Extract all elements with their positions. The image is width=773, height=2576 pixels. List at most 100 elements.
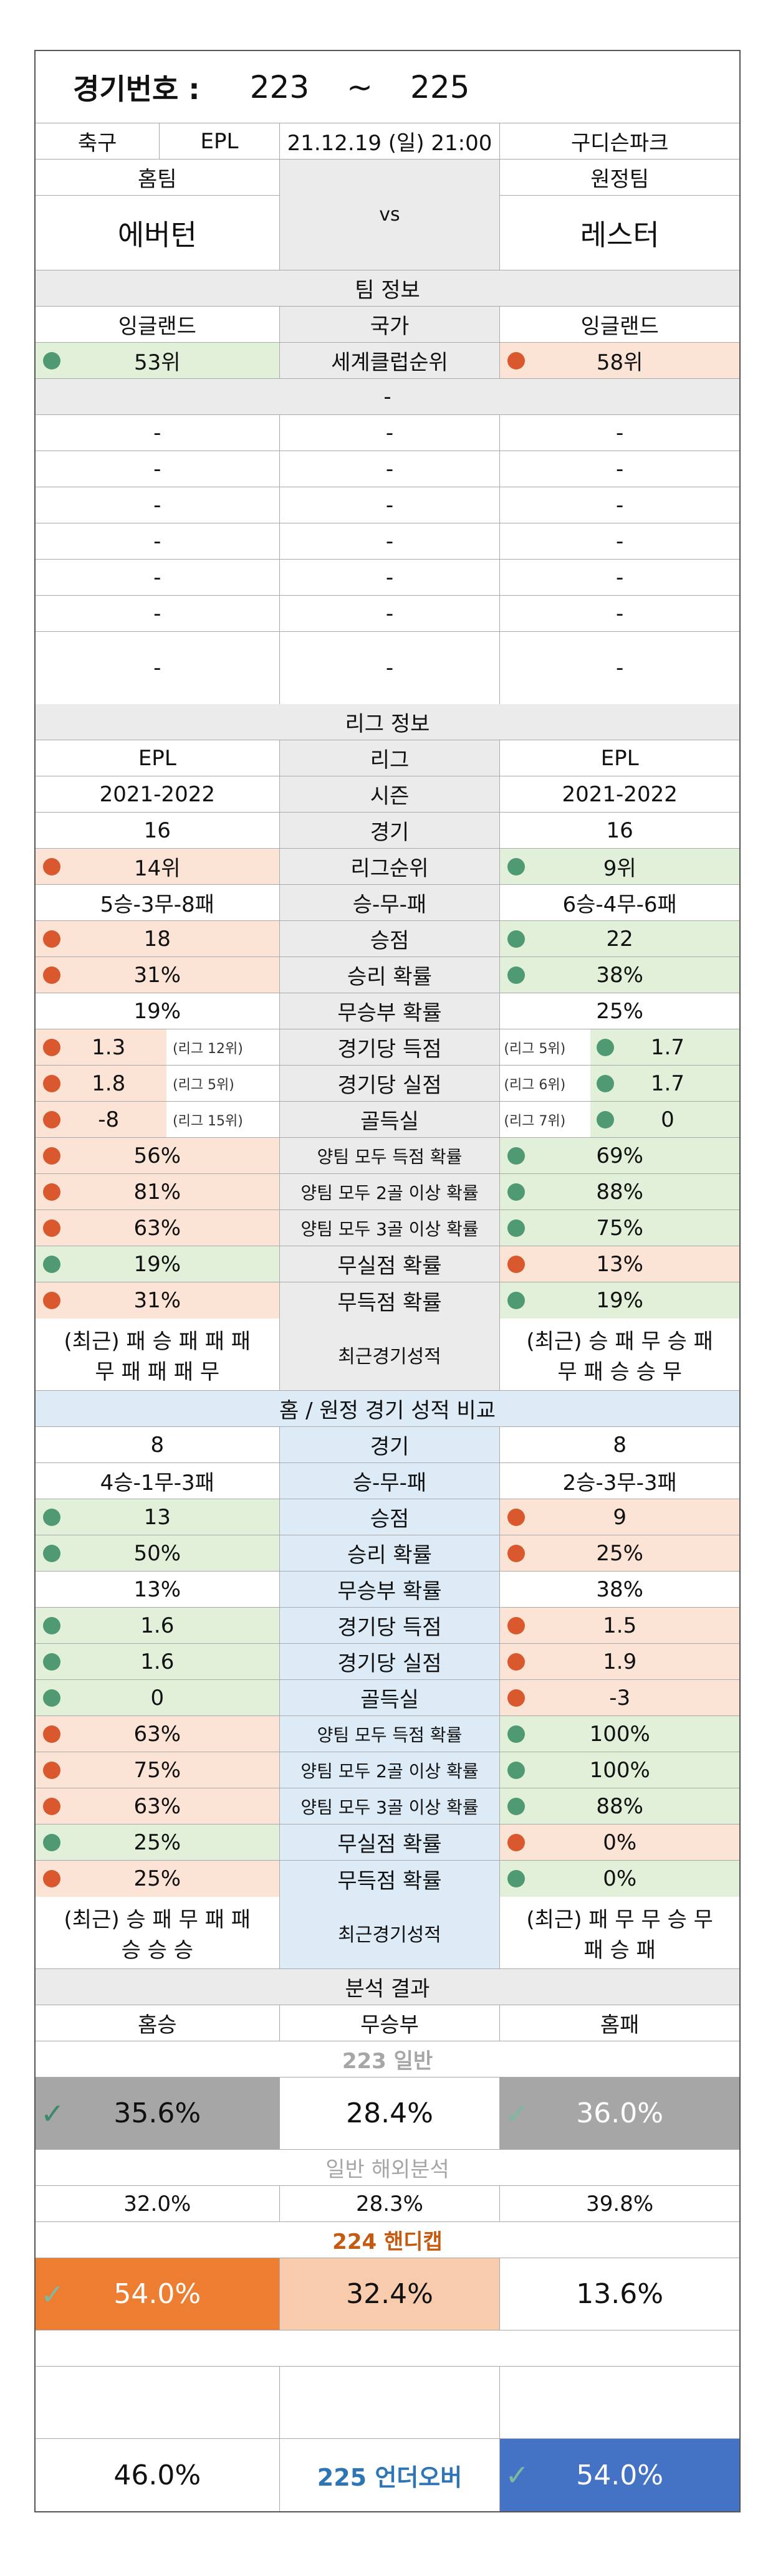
homeaway-title-row: 홈 / 원정 경기 성적 비교 xyxy=(36,1391,739,1427)
home-stat-value: 31% xyxy=(133,962,181,988)
handicap-draw: 32.4% xyxy=(279,2258,501,2330)
header-row: 경기번호 : 223 ~ 225 xyxy=(36,51,739,123)
good-indicator-icon xyxy=(43,1508,60,1526)
stat-row: 63% 양팀 모두 득점 확률 100% xyxy=(36,1716,739,1752)
home-stat-rank: (리그 12위) xyxy=(173,1041,243,1057)
away-stat-cell: 16 xyxy=(500,813,739,848)
spacer-cell xyxy=(36,2330,739,2366)
home-stat-rank: (리그 15위) xyxy=(173,1113,243,1129)
away-world-rank: 58위 xyxy=(596,350,643,375)
handicap-home-cell: ✓ 54.0% xyxy=(36,2258,280,2330)
home-stat-cell: 56% xyxy=(36,1138,280,1173)
stat-label: 무득점 확률 xyxy=(279,1282,501,1319)
empty-cell: - xyxy=(280,560,501,595)
general-title-row: 223 일반 xyxy=(36,2041,739,2077)
check-icon: ✓ xyxy=(505,2096,529,2130)
world-rank-label: 세계클럽순위 xyxy=(279,343,501,378)
stat-row: 25% 무실점 확률 0% xyxy=(36,1825,739,1861)
good-indicator-icon xyxy=(43,1833,60,1851)
away-stat-cell: 19% xyxy=(500,1282,739,1319)
over-value: 54.0% xyxy=(576,2459,664,2491)
stat-row: 14위 리그순위 9위 xyxy=(36,849,739,885)
good-indicator-icon xyxy=(597,1038,615,1056)
good-indicator-icon xyxy=(597,1074,615,1092)
match-datetime: 21.12.19 (일) 21:00 xyxy=(280,123,501,159)
away-stat-cell: 100% xyxy=(500,1752,739,1788)
bad-indicator-icon xyxy=(507,1508,526,1526)
away-stat-value: 2승-3무-3패 xyxy=(562,1471,677,1496)
empty-cell: - xyxy=(36,596,280,631)
homeaway-title: 홈 / 원정 경기 성적 비교 xyxy=(279,1398,496,1423)
home-stat-cell: 63% xyxy=(36,1210,280,1246)
home-stat-cell: 13% xyxy=(36,1572,280,1607)
home-stat-cell: 1.3 (리그 12위) xyxy=(36,1029,280,1065)
home-stat-value: 56% xyxy=(133,1143,181,1168)
stat-label: 리그 xyxy=(279,740,501,776)
underover-spacer-row xyxy=(36,2367,739,2439)
good-indicator-icon xyxy=(507,1147,526,1165)
stat-row: 31% 승리 확률 38% xyxy=(36,957,739,993)
away-world-rank-cell: 58위 xyxy=(500,343,739,378)
stat-row: 19% 무실점 확률 13% xyxy=(36,1246,739,1282)
home-stat-cell: 63% xyxy=(36,1788,280,1824)
stat-label: 경기당 득점 xyxy=(279,1608,501,1643)
away-stat-value: 9 xyxy=(613,1504,627,1530)
overseas-draw: 28.3% xyxy=(280,2186,501,2221)
empty-row: --- xyxy=(36,487,739,523)
away-stat-value: 19% xyxy=(596,1288,643,1313)
stat-row: 18 승점 22 xyxy=(36,921,739,957)
away-stat-cell: 6승-4무-6패 xyxy=(500,885,739,920)
stat-label: 승점 xyxy=(279,921,501,956)
home-stat-value: 63% xyxy=(133,1215,181,1241)
away-stat-value: 0 xyxy=(661,1107,675,1132)
bad-indicator-icon xyxy=(507,1689,526,1707)
away-ha-recent-cell: (최근) 패 무 무 승 무 패 승 패 xyxy=(500,1897,739,1968)
good-indicator-icon xyxy=(507,1761,526,1779)
stat-row: 75% 양팀 모두 2골 이상 확률 100% xyxy=(36,1752,739,1788)
handicap-title: 224 핸디캡 xyxy=(332,2230,443,2254)
home-stat-value: 31% xyxy=(133,1288,181,1313)
league-rows: EPL 리그 EPL 2021-2022 시즌 2021-2022 16 경기 16 14위 리그순… xyxy=(36,740,739,1319)
empty-row: --- xyxy=(36,523,739,560)
home-world-rank: 53위 xyxy=(134,350,181,375)
recent-label: 최근경기성적 xyxy=(279,1319,501,1390)
underover-title: 225 언더오버 xyxy=(280,2439,501,2511)
stat-label: 경기당 실점 xyxy=(279,1644,501,1679)
stat-label: 양팀 모두 2골 이상 확률 xyxy=(279,1174,501,1209)
empty-cell: - xyxy=(280,632,501,704)
empty-cell: - xyxy=(616,528,624,554)
empty-cell: - xyxy=(616,565,624,590)
empty-cell: - xyxy=(616,420,624,446)
stat-label: 승점 xyxy=(279,1499,501,1535)
empty-cell: - xyxy=(280,415,501,451)
bad-indicator-icon xyxy=(507,1255,526,1273)
league-info-title: 리그 정보 xyxy=(345,712,430,737)
stat-row: 0 골득실 -3 xyxy=(36,1680,739,1716)
away-stat-cell: 9 xyxy=(500,1499,739,1535)
away-stat-value: 100% xyxy=(589,1757,650,1783)
teams-row: 홈팀 에버턴 vs 원정팀 레스터 xyxy=(36,160,739,270)
stat-label: 승-무-패 xyxy=(279,885,501,920)
away-stat-value: 1.7 xyxy=(650,1034,684,1060)
away-stat-value: 9위 xyxy=(603,856,636,881)
home-ha-recent-line-1: (최근) 승 패 무 패 패 xyxy=(64,1907,251,1932)
underover-row: 46.0% 225 언더오버 ✓ 54.0% xyxy=(36,2439,739,2511)
match-number-sep: ~ xyxy=(347,69,373,105)
home-stat-value: 25% xyxy=(133,1866,181,1891)
stat-row: 25% 무득점 확률 0% xyxy=(36,1861,739,1897)
home-stat-cell: 19% xyxy=(36,1246,280,1282)
overseas-title: 일반 해외분석 xyxy=(325,2157,449,2182)
away-stat-value: 6승-4무-6패 xyxy=(562,892,677,917)
home-stat-cell: 1.8 (리그 5위) xyxy=(36,1066,280,1101)
home-stat-cell: 14위 xyxy=(36,849,280,884)
away-stat-cell: 25% xyxy=(500,993,739,1029)
away-stat-value: 88% xyxy=(596,1793,643,1819)
away-team-block: 원정팀 레스터 xyxy=(500,160,739,270)
away-stat-cell: -3 xyxy=(500,1680,739,1715)
analysis-title: 분석 결과 xyxy=(345,1977,430,2001)
stat-label: 골득실 xyxy=(279,1680,501,1715)
away-stat-value: 25% xyxy=(596,1540,643,1566)
stat-label: 경기당 득점 xyxy=(279,1029,501,1065)
team-info-title-row: 팀 정보 xyxy=(36,270,739,307)
stat-row: 2021-2022 시즌 2021-2022 xyxy=(36,776,739,813)
